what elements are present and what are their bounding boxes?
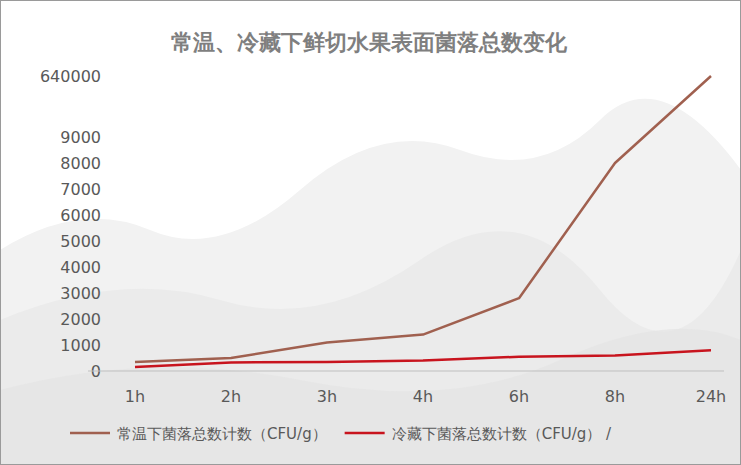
- y-tick-label: 640000: [40, 67, 101, 86]
- y-axis: 0100020003000400050006000700080009000640…: [40, 67, 101, 381]
- mountain: [0, 231, 741, 465]
- x-tick-label: 6h: [509, 387, 529, 406]
- y-tick-label: 9000: [60, 128, 101, 147]
- series-line: [135, 76, 711, 362]
- y-tick-label: 3000: [60, 284, 101, 303]
- mountain: [0, 329, 741, 465]
- background: [0, 0, 741, 465]
- y-tick-label: 6000: [60, 206, 101, 225]
- chart-title: 常温、冷藏下鲜切水果表面菌落总数变化: [171, 30, 568, 55]
- x-axis: 1h 2h 3h 4h 6h 8h 24h: [125, 387, 726, 406]
- x-axis-line: [88, 371, 724, 372]
- series-line: [135, 350, 711, 367]
- x-tick-label: 1h: [125, 387, 145, 406]
- x-tick-label: 3h: [317, 387, 337, 406]
- y-tick-label: 5000: [60, 232, 101, 251]
- y-tick-label: 1000: [60, 336, 101, 355]
- background-mountains: [0, 99, 741, 465]
- y-tick-label: 7000: [60, 180, 101, 199]
- legend-swatch: [70, 432, 110, 435]
- plot-area: [135, 76, 711, 367]
- chart-container: 常温、冷藏下鲜切水果表面菌落总数变化0100020003000400050006…: [0, 0, 741, 465]
- legend-label: 常温下菌落总数计数（CFU/g）: [117, 425, 327, 443]
- x-tick-label: 8h: [605, 387, 625, 406]
- frame: [1, 1, 741, 465]
- y-axis-range: [88, 76, 89, 371]
- legend-swatch: [345, 432, 385, 435]
- y-tick-label: 8000: [60, 154, 101, 173]
- y-tick-label: 4000: [60, 258, 101, 277]
- x-tick-label: 4h: [413, 387, 433, 406]
- x-tick-label: 24h: [696, 387, 727, 406]
- x-tick-label: 2h: [221, 387, 241, 406]
- mountain: [0, 99, 741, 465]
- legend-label: 冷藏下菌落总数计数（CFU/g） /: [392, 425, 612, 443]
- y-tick-label: 2000: [60, 310, 101, 329]
- chart-svg: 常温、冷藏下鲜切水果表面菌落总数变化0100020003000400050006…: [0, 0, 741, 465]
- legend: 常温下菌落总数计数（CFU/g） 冷藏下菌落总数计数（CFU/g） /: [70, 425, 612, 443]
